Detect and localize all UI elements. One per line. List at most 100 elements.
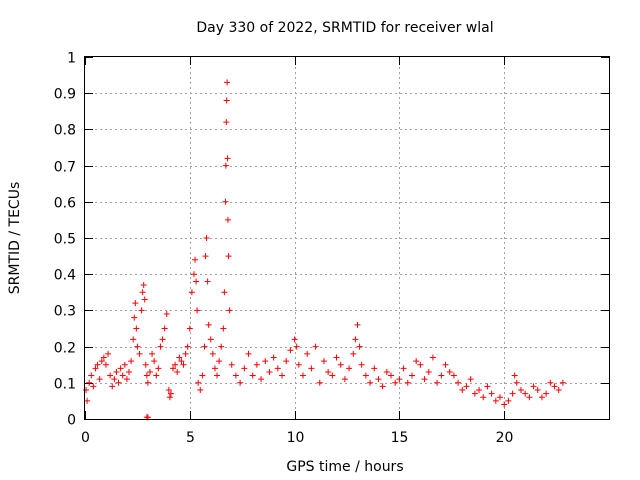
data-point: [417, 361, 424, 368]
data-point: [258, 376, 265, 383]
data-point: [551, 383, 558, 390]
data-point: [100, 354, 107, 361]
data-point: [192, 256, 199, 263]
data-point: [429, 354, 436, 361]
data-point: [383, 368, 390, 375]
data-point: [492, 397, 499, 404]
plot-frame: [84, 56, 610, 420]
data-point: [197, 387, 204, 394]
x-tick-label: 10: [287, 430, 305, 446]
data-point: [287, 347, 294, 354]
data-point: [224, 155, 231, 162]
data-point: [111, 376, 118, 383]
data-point: [249, 372, 256, 379]
data-point: [262, 358, 269, 365]
data-point: [123, 376, 130, 383]
data-point: [325, 368, 332, 375]
y-tick-label: 0.7: [54, 160, 76, 176]
data-point: [226, 307, 233, 314]
y-tick-label: 0.5: [54, 232, 76, 248]
y-tick-label: 0.6: [54, 196, 76, 212]
data-point: [178, 358, 185, 365]
data-point: [459, 387, 466, 394]
data-point: [291, 336, 298, 343]
data-point: [203, 235, 210, 241]
data-point: [92, 365, 99, 372]
data-point: [408, 372, 415, 379]
data-point: [96, 376, 103, 383]
data-point: [467, 376, 474, 383]
data-point: [188, 289, 195, 296]
data-point: [225, 253, 232, 260]
y-tick-label: 0.4: [54, 268, 76, 284]
data-point: [221, 289, 228, 296]
data-point: [141, 296, 148, 303]
data-point: [509, 390, 516, 397]
data-point: [253, 361, 260, 368]
data-point: [388, 372, 395, 379]
data-point: [222, 162, 229, 169]
data-point: [149, 350, 156, 357]
data-point: [316, 379, 323, 386]
data-point: [98, 358, 105, 365]
data-point: [232, 372, 239, 379]
data-point: [304, 350, 311, 357]
data-point: [136, 350, 143, 357]
data-point: [204, 278, 211, 285]
data-point: [170, 365, 177, 372]
y-tick-label: 0.1: [54, 377, 76, 393]
data-point: [224, 79, 231, 86]
data-point: [83, 387, 90, 394]
data-point: [501, 401, 508, 408]
data-point: [455, 379, 462, 386]
data-point: [425, 368, 432, 375]
data-point: [320, 358, 327, 365]
data-point: [224, 216, 231, 223]
data-point: [180, 361, 187, 368]
data-point: [270, 354, 277, 361]
data-point: [131, 314, 138, 321]
data-point: [88, 372, 95, 379]
data-point: [237, 379, 244, 386]
data-point: [333, 354, 340, 361]
data-point: [222, 198, 229, 205]
data-point: [299, 372, 306, 379]
data-point: [283, 358, 290, 365]
x-tick-label: 20: [496, 430, 514, 446]
data-point: [153, 372, 160, 379]
data-point: [220, 325, 227, 332]
data-point: [115, 379, 122, 386]
data-point: [128, 358, 135, 365]
data-point: [167, 390, 174, 397]
y-tick-label: 0: [67, 413, 76, 429]
data-point: [90, 383, 97, 390]
data-point: [471, 390, 478, 397]
data-point: [279, 372, 286, 379]
data-point: [163, 311, 170, 318]
data-point: [446, 368, 453, 375]
x-tick-label: 0: [81, 430, 90, 446]
data-point: [337, 361, 344, 368]
data-point: [228, 361, 235, 368]
y-tick-label: 0.9: [54, 87, 76, 103]
data-point: [105, 350, 112, 357]
data-point: [109, 383, 116, 390]
data-point: [350, 350, 357, 357]
data-point: [190, 271, 197, 278]
data-point: [207, 336, 214, 343]
data-point: [223, 119, 230, 126]
grid-layer: [85, 57, 609, 419]
data-point: [107, 372, 114, 379]
data-point: [117, 365, 124, 372]
data-point: [151, 358, 158, 365]
data-point: [547, 379, 554, 386]
chart-title: Day 330 of 2022, SRMTID for receiver wla…: [196, 20, 493, 36]
data-point: [534, 387, 541, 394]
data-point: [367, 379, 374, 386]
y-tick-label: 1: [67, 51, 76, 67]
data-point: [184, 343, 191, 350]
data-point: [312, 343, 319, 350]
data-point: [308, 365, 315, 372]
data-point: [84, 397, 91, 404]
data-point: [352, 336, 359, 343]
